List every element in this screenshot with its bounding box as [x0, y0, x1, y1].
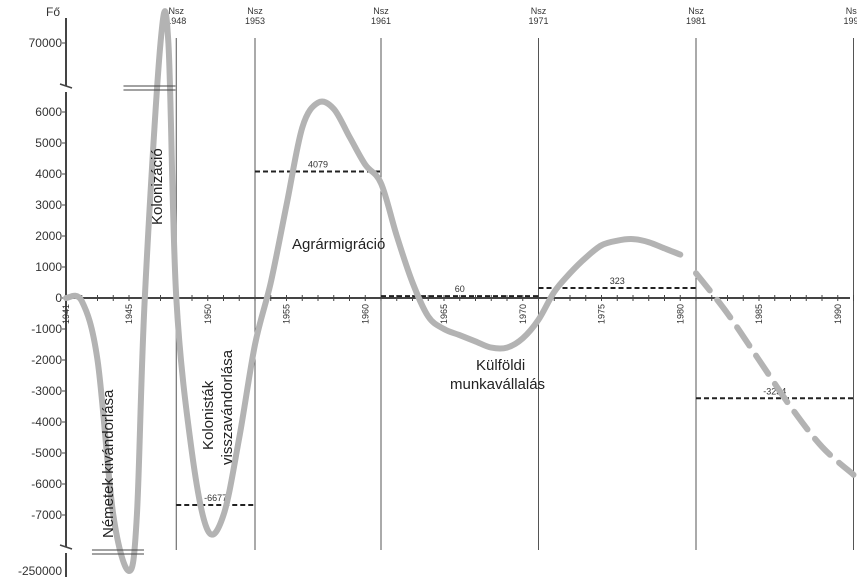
x-tick-7: 1975 — [597, 304, 607, 324]
census-label-name-1: Nsz — [247, 6, 263, 16]
label-kolonistak-1: Kolonisták — [200, 380, 217, 450]
census-label-year-3: 1971 — [528, 16, 548, 26]
average-lines: -6677 4079 60 323 -3234 — [176, 160, 854, 506]
census-label-name-4: Nsz — [688, 6, 704, 16]
census-label-name-5: Nsz — [846, 6, 857, 16]
label-kulfoldi-1: Külföldi — [476, 357, 525, 374]
y-tick-upper: 70000 — [29, 36, 63, 50]
census-lines: Nsz1948Nsz1953Nsz1961Nsz1971Nsz1981Nsz19… — [166, 6, 857, 550]
x-tick-1: 1945 — [124, 304, 134, 324]
y-tick-7: -1000 — [31, 322, 62, 336]
label-kolonistak-2: visszavándorlása — [219, 349, 236, 465]
x-tick-9: 1985 — [754, 304, 764, 324]
average-label-2: 60 — [455, 284, 465, 294]
x-tick-8: 1980 — [675, 304, 685, 324]
label-kolonizacio: Kolonizáció — [149, 148, 166, 225]
census-label-year-2: 1961 — [371, 16, 391, 26]
x-tick-0: 1941 — [61, 304, 71, 324]
y-tick-5: 1000 — [35, 260, 62, 274]
x-tick-6: 1970 — [518, 304, 528, 324]
x-tick-10: 1990 — [833, 304, 843, 324]
census-label-name-2: Nsz — [373, 6, 389, 16]
y-axis-title: Fő — [46, 5, 60, 19]
census-label-year-0: 1948 — [166, 16, 186, 26]
y-tick-13: -7000 — [31, 508, 62, 522]
curve-series-0 — [63, 8, 684, 575]
axes: Fő 70000 6000 5000 4000 3000 2000 1000 0 -1000 -20… — [18, 5, 854, 577]
y-tick-3: 3000 — [35, 198, 62, 212]
label-nemetek: Németek kivándorlása — [100, 389, 117, 538]
axis-break-top — [59, 83, 73, 89]
axis-break-bottom — [59, 544, 73, 550]
y-tick-8: -2000 — [31, 353, 62, 367]
average-label-3: 323 — [610, 276, 625, 286]
census-label-name-3: Nsz — [531, 6, 547, 16]
average-label-1: 4079 — [308, 160, 328, 170]
x-tick-5: 1965 — [439, 304, 449, 324]
y-tick-11: -5000 — [31, 446, 62, 460]
y-tick-lower: -250000 — [18, 564, 62, 577]
average-label-4: -3234 — [763, 386, 786, 396]
y-tick-12: -6000 — [31, 477, 62, 491]
x-tick-2: 1950 — [203, 304, 213, 324]
census-label-year-1: 1953 — [245, 16, 265, 26]
census-label-name-0: Nsz — [169, 6, 185, 16]
label-kulfoldi-2: munkavállalás — [450, 376, 545, 393]
y-tick-1: 5000 — [35, 136, 62, 150]
y-tick-6: 0 — [55, 291, 62, 305]
y-tick-10: -4000 — [31, 415, 62, 429]
x-tick-4: 1960 — [360, 304, 370, 324]
curve-series-1 — [693, 270, 857, 478]
average-label-0: -6677 — [204, 493, 227, 503]
y-tick-2: 4000 — [35, 167, 62, 181]
y-tick-9: -3000 — [31, 384, 62, 398]
label-agrarmigracio: Agrármigráció — [292, 236, 385, 253]
chart-labels: Németek kivándorlása Kolonizáció Kolonis… — [100, 148, 545, 538]
y-tick-4: 2000 — [35, 229, 62, 243]
census-label-year-4: 1981 — [686, 16, 706, 26]
census-label-year-5: 1991 — [843, 16, 857, 26]
x-tick-3: 1955 — [282, 304, 292, 324]
migration-curve — [63, 8, 857, 575]
y-tick-0: 6000 — [35, 105, 62, 119]
